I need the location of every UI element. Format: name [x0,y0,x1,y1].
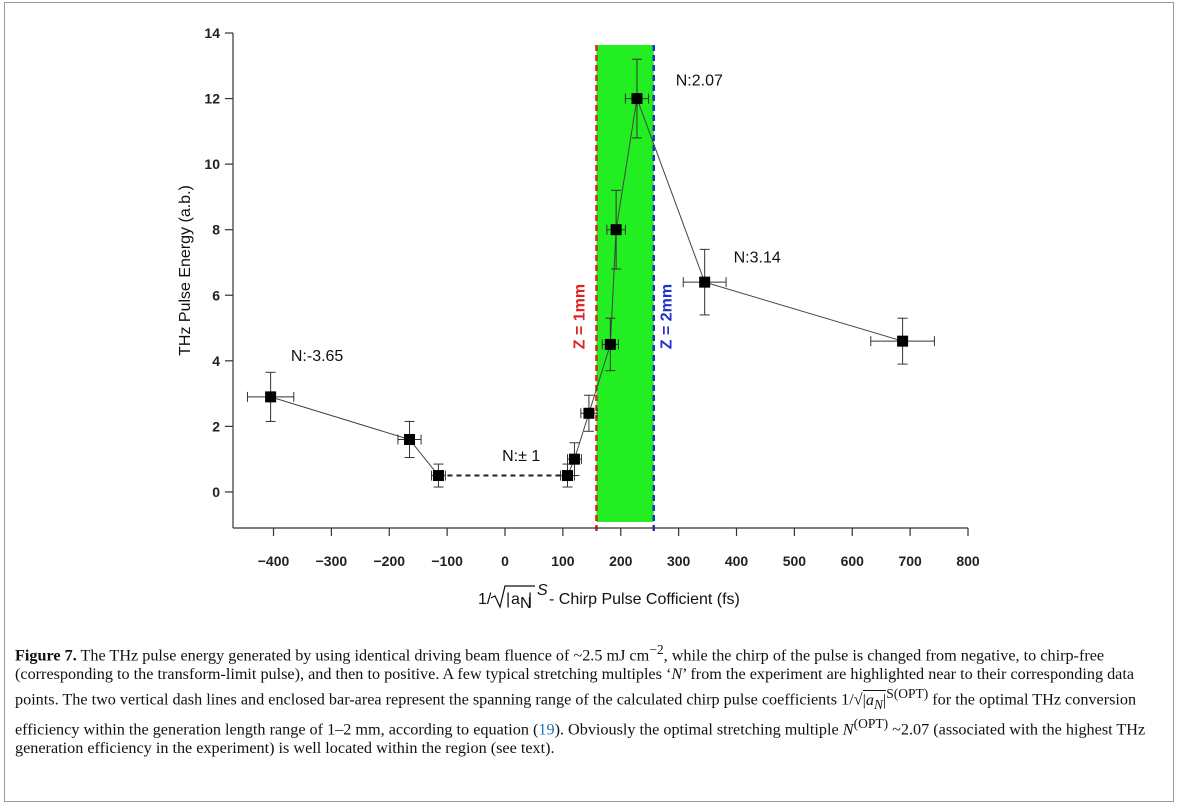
annotation-label: N:-3.65 [291,348,344,365]
annotation-label: N:3.14 [734,249,781,266]
x-axis-title-symbol: a [511,591,520,608]
sqrt-radical [490,585,535,609]
x-axis-title-bar: | [506,591,510,608]
x-tick-label: 800 [956,553,980,569]
x-axis-title-bar: | [528,591,532,608]
error-bars [246,58,935,488]
y-tick-label: 12 [204,91,220,107]
x-axis-title-rest: - Chirp Pulse Cofficient (fs) [549,591,740,608]
x-tick-label: 0 [501,553,509,569]
annotation-label: N:2.07 [676,72,723,89]
x-tick-label: 100 [551,553,575,569]
x-tick-label: 300 [667,553,691,569]
band-fill [596,45,654,522]
band-label-right: Z = 2mm [659,284,676,349]
caption-symbol: a [865,690,874,709]
annotations: N:-3.65 N:± 1 N:2.07 N:3.14 [291,72,781,464]
x-axis-title-superscript: S [537,582,548,599]
y-tick-label: 0 [212,484,220,500]
connecting-lines [270,98,903,477]
y-tick-label: 8 [212,222,220,238]
caption-text: The THz pulse energy generated by using … [76,646,650,665]
y-axis-title: THz Pulse Energy (a.b.) [177,185,194,356]
y-tick-label: 4 [212,353,220,369]
data-point [631,93,643,105]
sqrt-symbol: √|aN| [853,689,887,713]
caption-text-sup: −2 [649,642,664,657]
y-tick-label: 14 [204,25,220,41]
x-tick-label: 700 [898,553,922,569]
data-point [583,407,595,419]
x-tick-label: −100 [431,553,463,569]
x-tick-label: 500 [783,553,807,569]
y-tick-label: 2 [212,418,220,434]
x-tick-label: −300 [316,553,348,569]
caption-symbol: N [842,720,854,739]
y-tick-label: 10 [204,156,220,172]
series-line-segment [636,98,706,283]
x-tick-label: 400 [725,553,749,569]
data-markers [265,93,909,482]
figure-label: Figure 7. [15,646,77,665]
data-point [404,433,416,445]
x-tick-label: 600 [841,553,865,569]
annotation-label: N:± 1 [502,448,540,465]
caption-text: ~2.07 (associated with the highest THz g… [15,720,1146,758]
caption-text: , while the chirp of the pulse is change… [15,646,1105,684]
y-tick-label: 6 [212,287,220,303]
axes: 0 2 4 6 8 10 12 14 −400 −300 −200 −100 0 100 200 300 400… [177,25,980,569]
band-label-left: Z = 1mm [571,284,588,349]
data-point [568,453,580,465]
data-point [562,470,574,482]
x-axis-title-subscript: N [520,595,532,612]
equation-link[interactable]: 19 [538,720,555,739]
data-point [699,276,711,288]
x-tick-label: −200 [373,553,405,569]
series-line-segment [615,98,638,230]
caption-text-sup: (OPT) [853,716,889,732]
x-tick-label: 200 [609,553,633,569]
series-line-segment [409,439,439,476]
optimal-range-band: Z = 1mm Z = 2mm [571,45,676,532]
series-line-segment [270,396,410,440]
data-point [432,470,444,482]
series-line-segment [609,229,617,345]
caption-text-sup: S(OPT) [886,686,929,702]
x-axis-label-group: 1/| a N|S- Chirp Pulse Cofficient (fs) [478,582,740,612]
series-line-segment [588,344,611,414]
data-point [265,391,277,403]
series-line-segment [573,413,590,460]
series-line-segment [704,281,903,342]
chart: Z = 1mm Z = 2mm 0 2 4 6 8 10 12 14 −400 −300 −200 −1… [177,25,980,612]
data-point [897,335,909,347]
caption-text: ’ from the experiment are highlighted ne… [15,665,1135,709]
data-point [610,224,622,236]
caption-symbol: N [671,665,683,684]
caption-text: for the optimal THz conversion efficienc… [15,690,1137,739]
figure-caption: Figure 7. The THz pulse energy generated… [15,640,1165,758]
caption-text: ). Obviously the optimal stretching mult… [554,720,843,739]
x-tick-label: −400 [258,553,290,569]
x-axis-title-prefix: 1/ [478,591,492,608]
data-point [604,338,616,350]
caption-symbol-sub: N [873,697,883,713]
